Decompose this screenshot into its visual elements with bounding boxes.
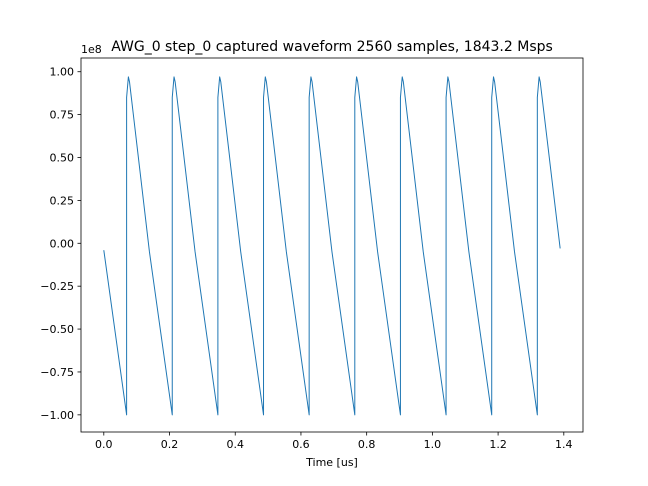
y-tick-label: 0.00 xyxy=(50,237,75,250)
y-tick-label: −1.00 xyxy=(40,409,74,422)
y-tick-label: 0.25 xyxy=(50,194,75,207)
x-tick-label: 1.4 xyxy=(555,438,573,451)
y-tick-label: −0.50 xyxy=(40,323,74,336)
y-offset-label: 1e8 xyxy=(81,43,102,56)
x-tick-label: 0.2 xyxy=(161,438,179,451)
x-axis-ticks: 0.0 0.2 0.4 0.6 0.8 1.0 1.2 1.4 xyxy=(95,432,573,451)
series-group xyxy=(103,76,561,416)
x-tick-label: 1.2 xyxy=(489,438,507,451)
axes-frame xyxy=(80,57,584,433)
x-tick-label: 0.4 xyxy=(226,438,244,451)
y-axis-ticks: −1.00 −0.75 −0.50 −0.25 0.00 0.25 0.50 0.75 1.00 xyxy=(40,66,81,422)
y-tick-label: 0.75 xyxy=(50,109,75,122)
series-line-0 xyxy=(103,76,561,416)
x-axis-label: Time [us] xyxy=(305,456,358,469)
y-tick-label: −0.25 xyxy=(40,280,74,293)
x-tick-label: 1.0 xyxy=(424,438,442,451)
chart-title: AWG_0 step_0 captured waveform 2560 samp… xyxy=(111,39,553,55)
x-tick-label: 0.8 xyxy=(358,438,376,451)
x-tick-label: 0.0 xyxy=(95,438,113,451)
y-tick-label: 0.50 xyxy=(50,152,75,165)
y-tick-label: 1.00 xyxy=(50,66,75,79)
x-tick-label: 0.6 xyxy=(292,438,310,451)
y-tick-label: −0.75 xyxy=(40,366,74,379)
